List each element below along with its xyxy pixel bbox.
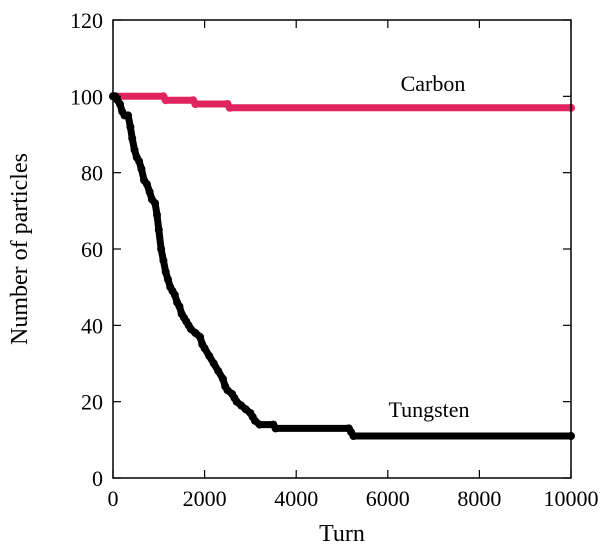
ticks-layer: 0 2000 4000 6000 8000 10000 0 20 40 60 80 100 120 [70, 8, 599, 511]
data-point-tungsten [170, 290, 179, 299]
data-point-carbon [161, 96, 170, 105]
series-label-tungsten: Tungsten [388, 397, 469, 422]
data-point-tungsten [137, 164, 146, 173]
series-label-carbon: Carbon [401, 71, 466, 96]
data-point-tungsten [255, 420, 264, 429]
x-tick-label: 6000 [366, 486, 410, 511]
y-tick-label: 120 [70, 8, 103, 33]
series-layer [109, 92, 575, 440]
y-tick-label: 0 [92, 466, 103, 491]
x-tick-label: 8000 [457, 486, 501, 511]
data-point-carbon [191, 100, 200, 108]
data-point-tungsten [130, 145, 139, 154]
y-tick-label: 100 [70, 84, 103, 109]
data-point-carbon [225, 103, 234, 112]
data-point-tungsten [218, 374, 227, 383]
data-point-tungsten [126, 122, 135, 131]
data-point-tungsten [159, 256, 168, 265]
data-point-tungsten [151, 199, 160, 208]
x-tick-label: 10000 [544, 486, 599, 511]
data-point-tungsten [115, 100, 124, 108]
data-point-tungsten [349, 432, 358, 440]
data-point-tungsten [200, 344, 209, 353]
plot-frame [112, 19, 572, 479]
data-point-tungsten [164, 275, 172, 284]
data-point-tungsten [135, 157, 144, 166]
data-point-tungsten [161, 267, 170, 276]
y-tick-label: 20 [81, 390, 103, 415]
data-point-tungsten [157, 245, 166, 253]
data-point-tungsten [154, 225, 163, 234]
series-line-tungsten [109, 92, 575, 440]
x-tick-label: 0 [108, 486, 119, 511]
y-tick-label: 60 [81, 237, 103, 262]
y-tick-label: 80 [81, 161, 103, 186]
data-point-tungsten [128, 134, 137, 143]
data-point-tungsten [271, 424, 280, 433]
y-tick-label: 40 [81, 313, 103, 338]
x-tick-label: 2000 [183, 486, 227, 511]
data-point-tungsten [175, 302, 184, 311]
data-point-tungsten [142, 180, 151, 189]
data-point-tungsten [205, 351, 214, 360]
data-point-tungsten [153, 210, 161, 219]
data-point-tungsten [124, 111, 133, 120]
y-axis-title: Number of particles [7, 153, 33, 345]
data-point-tungsten [145, 187, 154, 196]
data-point-tungsten [214, 367, 223, 376]
data-point-tungsten [209, 359, 218, 368]
data-point-tungsten [196, 332, 204, 341]
x-tick-label: 4000 [274, 486, 318, 511]
series-line-carbon [109, 92, 575, 112]
x-axis-title: Turn [319, 521, 365, 547]
